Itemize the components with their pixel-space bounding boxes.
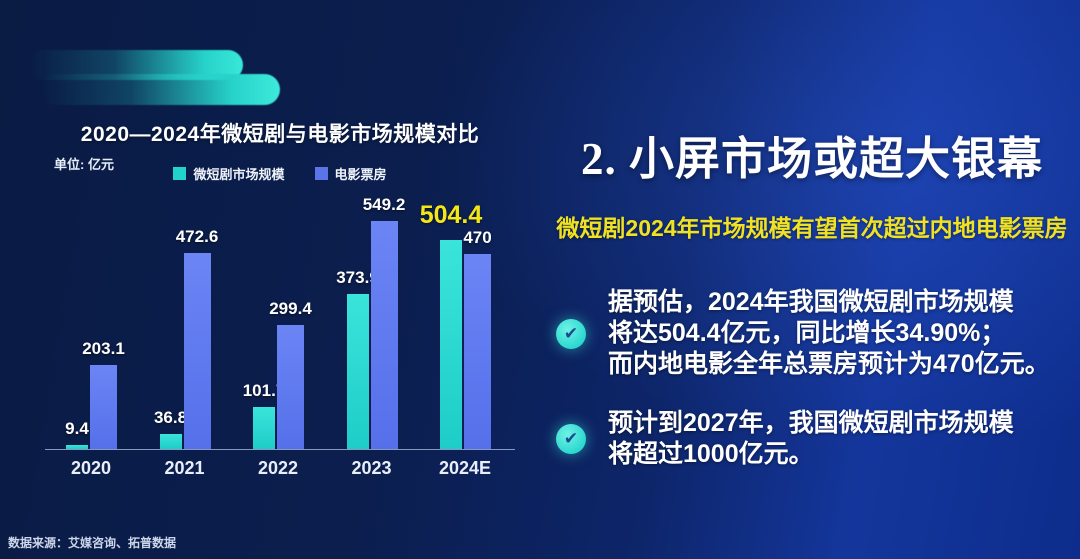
x-axis-tick-2024E: 2024E bbox=[438, 458, 492, 478]
bar-boxoffice-2023 bbox=[370, 221, 398, 449]
chart-legend: 微短剧市场规模 电影票房 bbox=[40, 164, 520, 183]
bar-boxoffice-2024E bbox=[464, 254, 491, 449]
check-icon: ✔ bbox=[556, 424, 586, 454]
bar-group-2020: 9.4 203.1 2020 bbox=[65, 209, 125, 478]
bar-boxoffice-2021 bbox=[183, 253, 211, 449]
bar-microdrama-2022 bbox=[253, 407, 275, 449]
bar-boxoffice-2022 bbox=[277, 325, 304, 449]
bar-value-label: 549.2 bbox=[362, 195, 406, 214]
market-comparison-chart: 2020—2024年微短剧与电影市场规模对比 单位: 亿元 微短剧市场规模 电影… bbox=[40, 118, 520, 498]
bar-group-2023: 373.9 549.2 2023 bbox=[336, 195, 405, 478]
bullet-item: ✔ 据预估，2024年我国微短剧市场规模 将达504.4亿元，同比增长34.90%；… bbox=[556, 287, 1068, 380]
bullet-list: ✔ 据预估，2024年我国微短剧市场规模 将达504.4亿元，同比增长34.90%；… bbox=[556, 287, 1068, 470]
bar-group-2024E: 504.4 470 2024E bbox=[420, 201, 492, 478]
x-axis-tick-2022: 2022 bbox=[257, 458, 299, 478]
bar-value-label: 470 bbox=[463, 228, 492, 247]
bar-boxoffice-2020 bbox=[90, 365, 117, 449]
bar-value-label: 101.7 bbox=[242, 381, 286, 400]
bar-value-label: 504.4 bbox=[419, 201, 483, 229]
bar-microdrama-2023 bbox=[346, 294, 369, 449]
legend-item-boxoffice: 电影票房 bbox=[314, 164, 387, 183]
chart-plot-area: 9.4 203.1 2020 36.8 472.6 2021 101.7 299.4 2022 3… bbox=[45, 195, 515, 478]
bar-group-2022: 101.7 299.4 2022 bbox=[243, 209, 312, 478]
bar-group-2021: 36.8 472.6 2021 bbox=[154, 209, 218, 478]
bullet-text: 据预估，2024年我国微短剧市场规模 将达504.4亿元，同比增长34.90%； 而… bbox=[608, 287, 1050, 380]
x-axis-tick-2020: 2020 bbox=[70, 458, 112, 478]
bar-value-label: 373.9 bbox=[336, 268, 379, 287]
legend-label: 电影票房 bbox=[334, 167, 387, 182]
right-panel: 2. 小屏市场或超大银幕 微短剧2024年市场规模有望首次超过内地电影票房 ✔ 据… bbox=[556, 122, 1068, 470]
bar-value-label: 9.4 bbox=[65, 419, 89, 438]
bullet-item: ✔ 预计到2027年，我国微短剧市场规模 将超过1000亿元。 bbox=[556, 408, 1068, 470]
bar-value-label: 203.1 bbox=[82, 339, 125, 358]
data-source-note: 数据来源：艾媒咨询、拓普数据 bbox=[8, 536, 177, 550]
chart-title: 2020—2024年微短剧与电影市场规模对比 bbox=[80, 123, 480, 146]
bar-value-label: 36.8 bbox=[153, 408, 188, 427]
chart-unit-label: 单位: 亿元 bbox=[54, 157, 114, 172]
section-subtitle: 微短剧2024年市场规模有望首次超过内地电影票房 bbox=[556, 215, 1068, 241]
bullet-text-line: 将达504.4亿元，同比增长34.90%； bbox=[608, 319, 1006, 347]
x-axis-tick-2021: 2021 bbox=[164, 458, 205, 478]
x-axis-tick-2023: 2023 bbox=[351, 458, 392, 478]
bar-microdrama-2020 bbox=[66, 445, 88, 449]
bar-microdrama-2024E bbox=[440, 240, 462, 449]
section-title: 2. 小屏市场或超大银幕 bbox=[580, 134, 1043, 184]
legend-item-microdrama: 微短剧市场规模 bbox=[173, 164, 285, 183]
x-axis-line bbox=[45, 449, 515, 450]
bar-value-label: 472.6 bbox=[175, 227, 219, 246]
bullet-text-line: 而内地电影全年总票房预计为470亿元。 bbox=[608, 350, 1050, 378]
bullet-text-line: 据预估，2024年我国微短剧市场规模 bbox=[608, 288, 1014, 316]
legend-label: 微短剧市场规模 bbox=[193, 167, 285, 182]
comet-decoration-icon bbox=[40, 74, 280, 105]
bullet-text: 预计到2027年，我国微短剧市场规模 将超过1000亿元。 bbox=[608, 408, 1014, 470]
legend-swatch-teal-icon bbox=[173, 167, 187, 180]
bullet-text-line: 将超过1000亿元。 bbox=[608, 440, 814, 468]
bar-microdrama-2021 bbox=[159, 434, 182, 449]
bar-value-label: 299.4 bbox=[269, 299, 312, 318]
legend-swatch-blue-icon bbox=[314, 167, 328, 180]
bullet-text-line: 预计到2027年，我国微短剧市场规模 bbox=[608, 409, 1014, 437]
check-icon: ✔ bbox=[556, 318, 586, 349]
